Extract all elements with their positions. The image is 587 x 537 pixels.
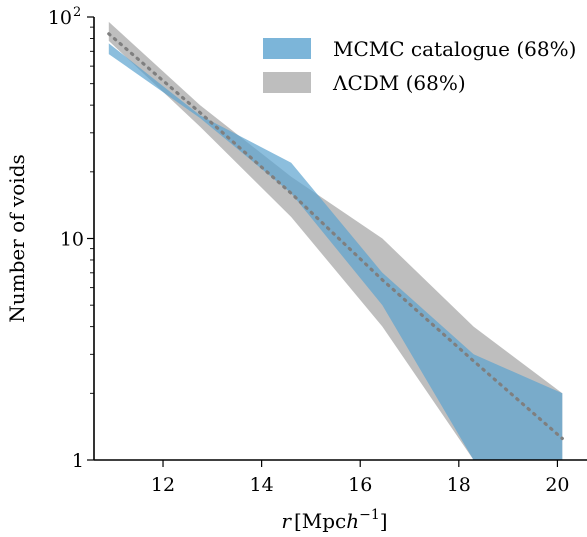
legend: MCMC catalogue (68%) ΛCDM (68%) <box>263 37 576 95</box>
median-dotted-line <box>107 32 564 441</box>
legend-label-mcmc: MCMC catalogue (68%) <box>333 37 576 61</box>
y-tick-label: 10 <box>48 7 72 29</box>
legend-swatch-lcdm <box>263 72 311 93</box>
band-series-1 <box>108 43 563 460</box>
x-axis-label: r [Mpch−1] <box>281 507 387 533</box>
y-tick-label: 1 <box>72 450 84 472</box>
x-tick-label: 18 <box>447 474 471 496</box>
x-tick-label: 14 <box>250 474 274 496</box>
x-tick-label: 16 <box>348 474 372 496</box>
legend-label-lcdm: ΛCDM (68%) <box>332 71 466 95</box>
y-tick-exponent: 2 <box>73 5 81 20</box>
x-tick-label: 20 <box>545 474 569 496</box>
plot-area <box>107 21 564 460</box>
y-axis-label: Number of voids <box>5 154 29 323</box>
x-tick-label: 12 <box>151 474 175 496</box>
y-tick-label: 10 <box>60 229 84 251</box>
legend-swatch-mcmc <box>263 38 311 59</box>
